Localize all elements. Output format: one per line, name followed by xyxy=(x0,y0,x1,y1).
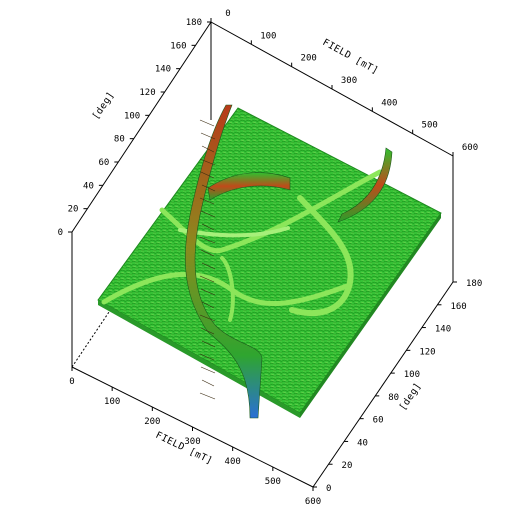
x-far-tick-label: 0 xyxy=(225,9,230,19)
ridge-hatching xyxy=(199,119,216,400)
y-right-tick-label: 40 xyxy=(357,438,368,448)
y-right-tick-label: 160 xyxy=(450,302,466,312)
y-right-tick-label: 60 xyxy=(373,416,384,426)
hatch-line xyxy=(199,314,216,322)
x-near-tick-labels: 0 100 200 300 400 500 600 xyxy=(69,367,321,507)
z-left-tick-label: 100 xyxy=(124,111,140,121)
y-right-tick-label: 20 xyxy=(342,461,353,471)
hatch-line xyxy=(200,366,216,374)
z-left-tick-label: 0 xyxy=(58,228,63,238)
hatch-line xyxy=(200,210,216,218)
hatch-line xyxy=(201,379,215,387)
x-far-tick-label: 100 xyxy=(260,31,276,41)
hatch-line xyxy=(199,392,216,400)
hatch-line xyxy=(199,158,216,166)
z-left-tick-label: 80 xyxy=(114,135,125,145)
y-right-tick-label: 0 xyxy=(326,484,331,494)
z-left-tick-label: 140 xyxy=(155,65,171,75)
y-right-tick-label: 140 xyxy=(435,325,451,335)
y-right-tick-label: 180 xyxy=(466,279,482,289)
x-far-tick-label: 300 xyxy=(341,76,357,86)
x-near-axis-label: FIELD [mT] xyxy=(154,430,215,467)
x-far-tick-labels: 0 100 200 300 400 500 600 xyxy=(210,9,478,156)
x-far-tick-label: 400 xyxy=(381,98,397,108)
hatch-line xyxy=(199,353,215,361)
z-left-tick-label: 160 xyxy=(170,41,186,51)
z-left-tick-label: 120 xyxy=(139,88,155,98)
x-far-tick-label: 200 xyxy=(301,54,317,64)
y-right-axis-label: [deg] xyxy=(397,381,424,413)
hatch-line xyxy=(201,145,215,153)
z-left-tick-labels: 0 20 40 60 80 100 120 140 160 180 xyxy=(58,18,211,238)
y-right-tick-labels: 0 20 40 60 80 100 120 140 160 180 xyxy=(313,279,482,494)
hatch-line xyxy=(201,301,215,309)
x-near-tick-label: 200 xyxy=(144,417,160,427)
hatch-line xyxy=(199,119,215,127)
z-left-tick-label: 40 xyxy=(83,181,94,191)
y-right-tick-label: 100 xyxy=(404,370,420,380)
hatch-line xyxy=(200,249,215,257)
x-near-tick-label: 300 xyxy=(184,437,200,447)
x-near-tick-label: 500 xyxy=(265,477,281,487)
z-left-tick-label: 20 xyxy=(68,205,79,215)
x-far-tick-label: 500 xyxy=(422,121,438,131)
x-far-axis-label: FIELD [mT] xyxy=(321,37,381,77)
hatch-line xyxy=(200,288,216,296)
x-near-tick-label: 400 xyxy=(225,457,241,467)
x-near-tick-label: 0 xyxy=(69,377,74,387)
y-right-tick-label: 80 xyxy=(388,393,399,403)
x-near-tick-label: 100 xyxy=(104,397,120,407)
ridge-wall-arc xyxy=(207,172,291,201)
hatch-line xyxy=(199,275,215,283)
x-near-tick-label: 600 xyxy=(305,497,321,507)
x-far-tick-label: 600 xyxy=(462,143,478,153)
ridge-wall-main xyxy=(185,104,263,419)
hatch-line xyxy=(199,236,216,244)
resonance-ridges xyxy=(101,104,393,419)
hatch-line xyxy=(201,184,216,192)
hatch-line xyxy=(200,171,215,179)
z-left-axis-label: [deg] xyxy=(90,90,117,122)
hatch-line xyxy=(199,197,215,205)
z-left-tick-label: 60 xyxy=(98,158,109,168)
ridge-curve xyxy=(220,256,235,322)
hatch-line xyxy=(200,132,216,140)
hatch-line xyxy=(200,327,215,335)
hatch-line xyxy=(201,262,216,270)
ridge-curve xyxy=(289,195,354,317)
ridge-wall-right xyxy=(337,147,393,223)
y-right-tick-label: 120 xyxy=(419,347,435,357)
z-left-tick-label: 180 xyxy=(186,18,202,28)
hatch-line xyxy=(201,223,215,231)
hatch-line xyxy=(201,340,216,348)
